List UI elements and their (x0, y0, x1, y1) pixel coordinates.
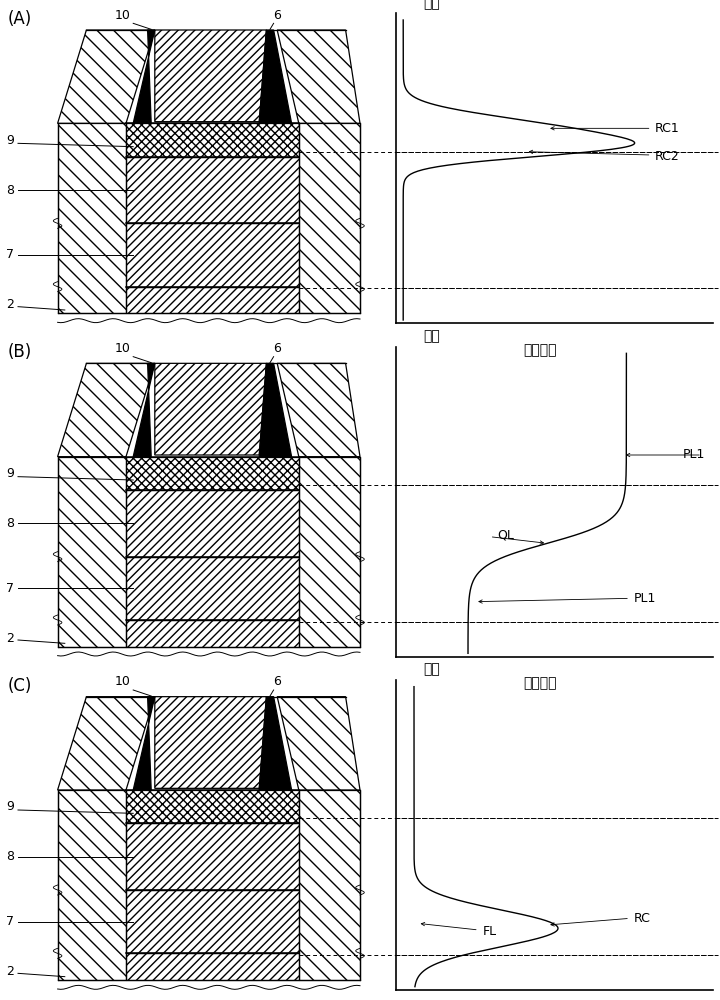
Text: 10: 10 (114, 9, 130, 22)
Text: 杂质浓度: 杂质浓度 (523, 677, 557, 691)
Text: 8: 8 (6, 850, 14, 863)
Text: 9: 9 (6, 467, 14, 480)
Text: QL: QL (497, 528, 513, 541)
Polygon shape (259, 697, 292, 790)
Text: 7: 7 (6, 248, 14, 261)
Text: (A): (A) (7, 10, 32, 28)
Text: (C): (C) (7, 677, 32, 695)
Text: 7: 7 (6, 582, 14, 595)
Text: RC1: RC1 (655, 122, 680, 135)
Text: 9: 9 (6, 133, 14, 146)
Polygon shape (133, 30, 155, 123)
Text: PL1: PL1 (634, 592, 656, 605)
Text: 6: 6 (274, 342, 281, 355)
Text: 杂质浓度: 杂质浓度 (523, 343, 557, 357)
Text: 10: 10 (114, 342, 130, 355)
Text: FL: FL (482, 925, 497, 938)
Text: PL1: PL1 (683, 448, 706, 462)
Text: 7: 7 (6, 915, 14, 928)
Text: 10: 10 (114, 675, 130, 688)
Polygon shape (259, 363, 292, 457)
Polygon shape (133, 363, 155, 457)
Text: 6: 6 (274, 9, 281, 22)
Text: 距离: 距离 (423, 0, 441, 10)
Polygon shape (133, 697, 155, 790)
Text: 9: 9 (6, 800, 14, 813)
Text: 8: 8 (6, 184, 14, 196)
Text: 2: 2 (6, 298, 14, 311)
Text: 距离: 距离 (423, 663, 441, 677)
Text: 6: 6 (274, 675, 281, 688)
Text: 8: 8 (6, 517, 14, 530)
Text: (B): (B) (7, 343, 32, 361)
Text: 2: 2 (6, 965, 14, 978)
Polygon shape (259, 30, 292, 123)
Text: 2: 2 (6, 632, 14, 645)
Text: RC2: RC2 (655, 150, 680, 163)
Text: RC: RC (634, 912, 650, 925)
Text: 距离: 距离 (423, 329, 441, 343)
